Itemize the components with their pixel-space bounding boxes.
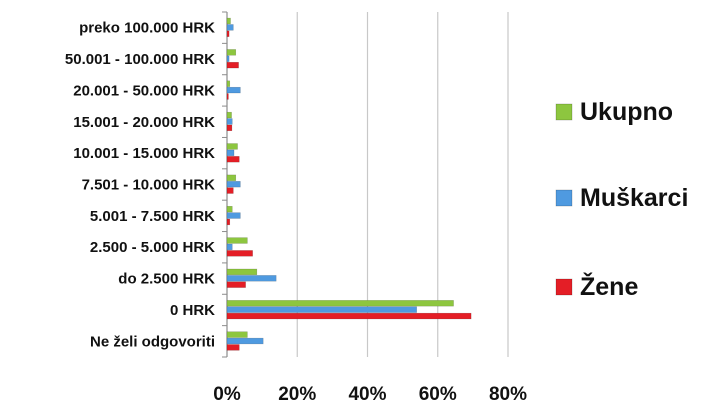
x-tick-label: 40% xyxy=(348,384,386,405)
category-label: 10.001 - 15.000 HRK xyxy=(73,145,215,162)
legend-label: Ukupno xyxy=(580,98,673,126)
category-label: 15.001 - 20.000 HRK xyxy=(73,114,215,131)
bar-ukupno xyxy=(226,143,238,150)
bar-ukupno xyxy=(226,174,237,181)
category-label: preko 100.000 HRK xyxy=(79,20,215,37)
bar-ukupno xyxy=(226,111,232,119)
category-label: 2.500 - 5.000 HRK xyxy=(90,239,215,256)
bar-žene xyxy=(226,344,240,351)
bar-žene xyxy=(226,250,253,257)
bar-muškarci xyxy=(226,243,233,251)
bar-žene xyxy=(226,218,231,226)
bar-muškarci xyxy=(226,212,241,219)
bars xyxy=(226,17,472,351)
bar-žene xyxy=(226,156,240,163)
x-tick-label: 60% xyxy=(419,384,457,405)
bar-žene xyxy=(226,61,239,69)
category-label: 7.501 - 10.000 HRK xyxy=(82,177,216,194)
category-label: Ne želi odgovoriti xyxy=(90,333,215,350)
bar-muškarci xyxy=(226,24,234,31)
bar-ukupno xyxy=(226,80,231,87)
bar-žene xyxy=(226,312,472,320)
category-label: do 2.500 HRK xyxy=(118,271,215,288)
x-tick-labels: 0% 20% 40% 60% 80% xyxy=(213,384,527,405)
bar-žene xyxy=(226,30,230,37)
x-tick-label: 20% xyxy=(278,384,316,405)
bar-ukupno xyxy=(226,300,454,307)
bar-ukupno xyxy=(226,237,248,244)
legend-swatch-muškarci xyxy=(555,189,573,207)
gridlines xyxy=(222,11,509,358)
bar-ukupno xyxy=(226,331,248,338)
bar-muškarci xyxy=(226,306,417,313)
bar-ukupno xyxy=(226,17,231,25)
bar-ukupno xyxy=(226,206,233,213)
bar-muškarci xyxy=(226,55,230,62)
legend: Ukupno Muškarci Žene xyxy=(555,98,688,301)
bar-ukupno xyxy=(226,49,237,56)
bar-žene xyxy=(226,187,234,194)
bar-ukupno xyxy=(226,268,258,276)
bar-muškarci xyxy=(226,118,233,125)
bar-muškarci xyxy=(226,86,241,94)
legend-label: Žene xyxy=(580,271,638,301)
legend-swatch-žene xyxy=(555,278,573,296)
bar-žene xyxy=(226,281,246,288)
bar-muškarci xyxy=(226,181,241,188)
category-label: 50.001 - 100.000 HRK xyxy=(65,51,215,68)
bar-žene xyxy=(226,93,229,100)
bar-muškarci xyxy=(226,149,235,156)
category-label: 5.001 - 7.500 HRK xyxy=(90,208,215,225)
bar-žene xyxy=(226,124,233,132)
category-label: 20.001 - 50.000 HRK xyxy=(73,82,215,99)
x-tick-label: 0% xyxy=(213,384,241,405)
legend-swatch-ukupno xyxy=(555,103,573,121)
x-tick-label: 80% xyxy=(489,384,527,405)
bar-muškarci xyxy=(226,337,264,345)
bar-muškarci xyxy=(226,275,277,282)
category-labels: preko 100.000 HRK 50.001 - 100.000 HRK 20.… xyxy=(65,20,215,351)
category-label: 0 HRK xyxy=(170,302,215,319)
legend-label: Muškarci xyxy=(580,184,688,212)
